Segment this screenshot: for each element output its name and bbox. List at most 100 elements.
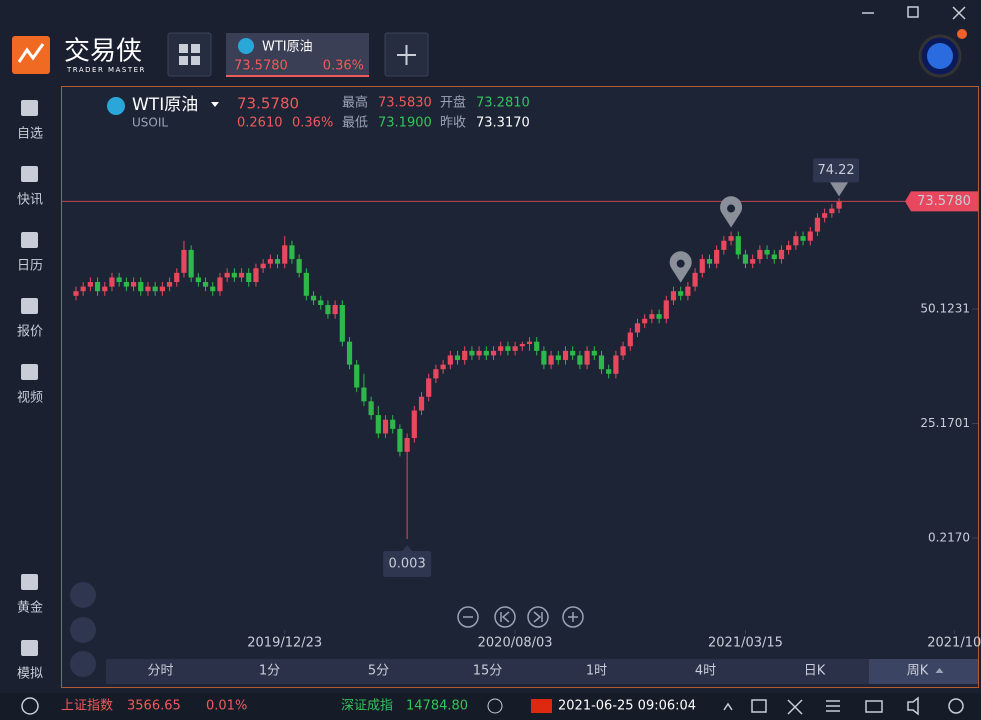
chart-tools[interactable] [70, 582, 96, 677]
sidebar-label[interactable]: 模拟 [17, 667, 43, 682]
timeframe-option[interactable]: 15分 [473, 664, 503, 679]
candle-body [109, 277, 115, 287]
candle-body [145, 286, 151, 292]
y-tick-label: 50.1231 [920, 301, 970, 315]
sidebar-icon[interactable] [21, 640, 38, 656]
candle-body [692, 272, 698, 287]
clock: 2021-06-25 09:06:04 [558, 699, 696, 714]
price-tag-label: 73.5780 [917, 194, 971, 209]
candle-body [267, 259, 273, 264]
candle-body [87, 282, 93, 287]
candle-body [699, 259, 705, 273]
candle-body [116, 277, 122, 283]
timeframe-option[interactable]: 分时 [147, 664, 173, 679]
sidebar-label[interactable]: 日历 [17, 259, 43, 274]
open-label: 开盘 [440, 95, 466, 111]
sidebar-icon[interactable] [21, 166, 38, 182]
candle-body [447, 355, 453, 365]
timeframe-option[interactable]: 1时 [586, 664, 607, 679]
logo-text: 交易侠 [64, 37, 142, 67]
quote-symbol: USOIL [132, 116, 168, 130]
candle-body [800, 236, 806, 241]
timeframe-bar [106, 659, 978, 684]
index1-name: 上证指数 [61, 699, 113, 714]
high-value: 73.5830 [378, 96, 432, 111]
low-value: 73.1900 [378, 116, 432, 131]
logo-mark [17, 43, 45, 63]
candle-body [102, 286, 108, 292]
timeframes: 分时 1分 5分 15分 1时 4时 日K 周K [147, 659, 978, 684]
status-icons[interactable] [723, 696, 964, 716]
candle-body [303, 272, 309, 296]
candle-body [310, 295, 317, 301]
candle-body [181, 249, 187, 273]
candle-body [130, 282, 137, 287]
candle-body [404, 438, 410, 452]
candle-body [728, 236, 734, 241]
candle-body [260, 263, 266, 269]
prev-value: 73.3170 [476, 116, 530, 131]
sidebar-icon[interactable] [21, 232, 38, 248]
candle-body [138, 282, 144, 292]
candle-body [483, 350, 489, 356]
candle-body [764, 249, 770, 255]
candle-body [246, 272, 252, 283]
candle-body [490, 350, 497, 356]
sidebar-icon[interactable] [21, 364, 38, 380]
x-tick-label: 2021/03/15 [708, 636, 783, 651]
candle-body [476, 350, 482, 356]
candle-body [541, 350, 547, 365]
candle-body [836, 201, 842, 209]
candle-body [649, 314, 655, 319]
sidebar-label[interactable]: 黄金 [17, 600, 43, 616]
high-annotation-box [813, 158, 860, 183]
candle-body [577, 355, 583, 365]
candle-body [620, 346, 626, 356]
candle-body [613, 355, 619, 374]
candle-body [274, 259, 281, 264]
candle-body [778, 249, 785, 260]
quote-price: 73.5780 [237, 95, 299, 113]
low-annotation: 0.003 [389, 556, 426, 571]
candle-body [418, 396, 425, 411]
sidebar-label[interactable]: 视频 [17, 391, 43, 406]
link-icon[interactable] [487, 698, 503, 714]
window-controls[interactable] [862, 6, 966, 20]
open-value: 73.2810 [476, 96, 530, 111]
index2-value: 14784.80 [406, 699, 468, 714]
sidebar-icon[interactable] [21, 100, 38, 116]
candle-body [346, 341, 353, 365]
support-icon[interactable] [21, 697, 39, 715]
candle-body [282, 245, 288, 264]
tab-price: 73.5780 [234, 59, 288, 74]
sidebar-icon[interactable] [21, 298, 38, 314]
candle-body [224, 272, 230, 278]
sort-arrow [935, 668, 944, 673]
candle-body [562, 350, 569, 361]
candle-body [642, 318, 648, 324]
candle-body [210, 286, 216, 292]
sidebar-icon[interactable] [21, 574, 38, 590]
prev-label: 昨收 [440, 116, 466, 131]
index2-name: 深证成指 [341, 699, 393, 714]
candle-body [742, 254, 749, 264]
candle-body [361, 387, 367, 402]
candle-body [174, 272, 180, 283]
timeframe-option[interactable]: 1分 [259, 664, 280, 679]
sidebar-label[interactable]: 报价 [17, 325, 43, 340]
timeframe-option[interactable]: 周K [907, 664, 929, 679]
timeframe-option[interactable]: 4时 [695, 664, 716, 679]
dropdown-arrow[interactable] [211, 102, 219, 107]
candle-body [706, 259, 713, 264]
candle-body [123, 282, 129, 287]
candle-body [750, 259, 756, 264]
timeframe-option[interactable]: 日K [804, 664, 826, 679]
grid-button[interactable] [167, 32, 212, 77]
sidebar-label[interactable]: 自选 [17, 127, 43, 142]
candle-body [325, 304, 331, 315]
candle-body [188, 249, 194, 278]
timeframe-option[interactable]: 5分 [368, 664, 389, 679]
candle-body [411, 410, 417, 439]
zoom-controls[interactable] [457, 606, 584, 628]
sidebar-label[interactable]: 快讯 [17, 193, 43, 208]
